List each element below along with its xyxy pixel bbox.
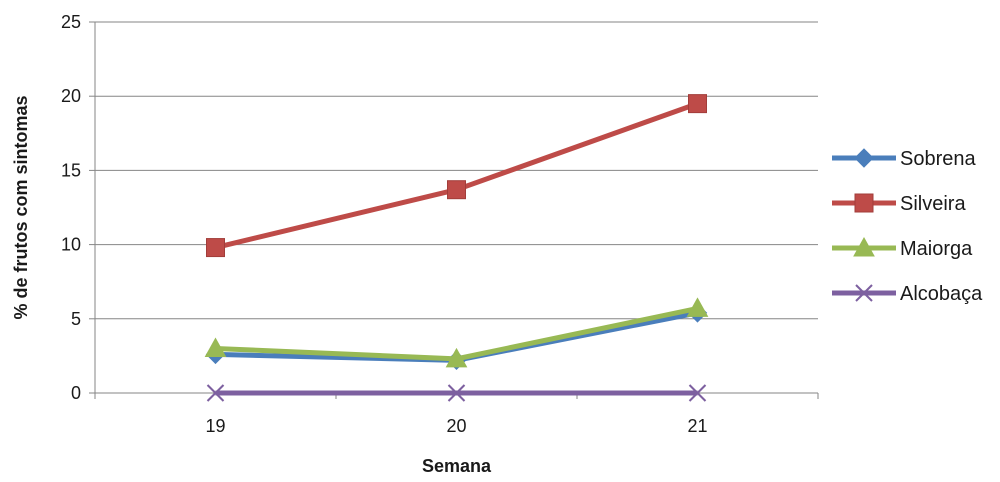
y-tick-label: 0 (71, 383, 81, 403)
legend-label: Sobrena (900, 148, 976, 170)
legend-marker (854, 193, 874, 213)
x-marker-stroke (447, 384, 466, 402)
series-alcoba-a (206, 384, 707, 402)
legend-item: Silveira (832, 193, 966, 215)
legend-marker (854, 148, 874, 168)
y-axis-title: % de frutos com sintomas (11, 95, 31, 319)
x-marker-stroke (688, 384, 707, 402)
legend-label: Alcobaça (900, 283, 983, 305)
data-point (447, 180, 466, 200)
axes (89, 21, 819, 399)
series (204, 94, 709, 402)
legend-item: Maiorga (832, 236, 973, 260)
data-point (688, 384, 707, 402)
x-tick-label: 19 (205, 416, 225, 436)
legend-item: Sobrena (832, 148, 976, 170)
x-tick-labels: 19 20 21 (205, 416, 707, 436)
series-silveira (206, 94, 707, 258)
gridlines (95, 21, 818, 320)
data-point (688, 94, 707, 114)
x-marker-stroke (855, 284, 873, 302)
y-tick-label: 5 (71, 309, 81, 329)
data-point (686, 297, 709, 317)
y-tick-label: 15 (61, 160, 81, 180)
legend-marker (855, 284, 873, 302)
data-point (206, 384, 225, 402)
data-point (204, 337, 227, 357)
legend-item: Alcobaça (832, 283, 983, 305)
legend-label: Maiorga (900, 238, 973, 260)
x-marker-stroke (206, 384, 225, 402)
y-tick-labels: 0 5 10 15 20 25 (61, 12, 81, 403)
legend-label: Silveira (900, 193, 966, 215)
y-tick-label: 25 (61, 12, 81, 32)
data-point (206, 238, 225, 258)
legend-marker (853, 236, 875, 257)
x-axis-title: Semana (422, 456, 492, 476)
y-tick-label: 20 (61, 86, 81, 106)
data-point (445, 347, 468, 368)
y-tick-label: 10 (61, 235, 81, 255)
legend: Sobrena Silveira Maiorga Alcobaça (832, 148, 983, 305)
x-tick-label: 20 (446, 416, 466, 436)
series-maiorga (204, 297, 709, 368)
data-point (447, 384, 466, 402)
x-tick-label: 21 (687, 416, 707, 436)
series-line (214, 101, 699, 250)
